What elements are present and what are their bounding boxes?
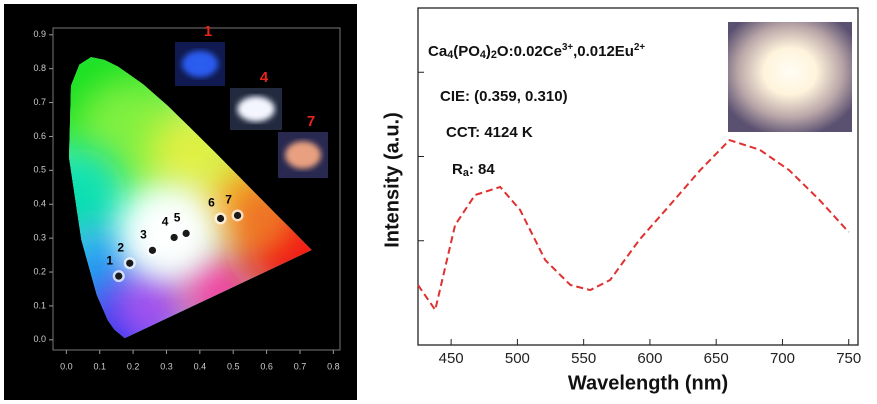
annotation: Ca4(PO4)2O:0.02Ce3+,0.012Eu2+	[428, 42, 645, 61]
sample-label: 4	[260, 69, 269, 86]
y-tick-label: 0.3	[33, 233, 46, 243]
led-photo	[728, 22, 852, 132]
x-tick-label: 600	[637, 350, 662, 367]
y-tick-label: 0.1	[33, 300, 46, 310]
annotation: CCT: 4124 K	[446, 124, 533, 141]
sample-powder	[182, 51, 218, 77]
text-part: CIE: (0.359, 0.310)	[440, 88, 568, 105]
data-point	[217, 215, 224, 222]
y-tick-label: 0.0	[33, 334, 46, 344]
x-tick-label: 500	[505, 350, 530, 367]
text-part: 7	[307, 113, 315, 130]
sample-label: 7	[307, 113, 315, 130]
y-tick-label: 0.6	[33, 131, 46, 141]
x-tick-label: 0.8	[327, 361, 340, 371]
x-tick-label: 0.3	[160, 361, 173, 371]
sample-powder	[285, 141, 321, 169]
text-part: CCT: 4124 K	[446, 124, 533, 141]
point-label: 4	[162, 215, 169, 229]
data-point	[126, 260, 133, 267]
x-tick-label: 0.4	[194, 361, 207, 371]
annotation: Ra: 84	[452, 161, 495, 179]
text-part: ,0.012Eu	[573, 43, 634, 60]
y-tick-label: 0.8	[33, 63, 46, 73]
y-tick-label: 0.5	[33, 165, 46, 175]
gamut-color	[130, 208, 190, 268]
x-tick-label: 0.0	[60, 361, 73, 371]
point-label: 2	[117, 240, 124, 254]
text-part: 4	[260, 69, 269, 86]
x-tick-label: 0.1	[93, 361, 106, 371]
x-tick-label: 450	[439, 350, 464, 367]
data-point	[171, 234, 178, 241]
data-point	[149, 247, 156, 254]
data-point	[183, 230, 190, 237]
point-label: 1	[106, 253, 113, 267]
data-point	[234, 212, 241, 219]
x-tick-label: 0.6	[260, 361, 273, 371]
text-part: 2+	[634, 42, 645, 53]
x-tick-label: 0.5	[227, 361, 240, 371]
x-tick-label: 700	[770, 350, 795, 367]
point-label: 7	[225, 193, 232, 207]
text-part: 3+	[562, 42, 573, 53]
sample-powder	[237, 96, 274, 121]
y-axis-title: Intensity (a.u.)	[381, 112, 403, 248]
point-label: 3	[140, 228, 147, 242]
x-axis-title: Wavelength (nm)	[568, 372, 728, 394]
figure: 0.0 0.1 0.2 0.3 0.4 0.5 0.6 0.7 0.8 0.0 0.1 0.2 0.3 0…	[0, 0, 877, 404]
x-tick-label: 0.7	[294, 361, 307, 371]
text-part: R	[452, 161, 463, 178]
y-tick-label: 0.7	[33, 97, 46, 107]
y-tick-label: 0.4	[33, 199, 46, 209]
data-point	[115, 273, 122, 280]
y-tick-label: 0.2	[33, 266, 46, 276]
point-label: 5	[174, 211, 181, 225]
x-tick-label: 750	[836, 350, 861, 367]
point-label: 6	[208, 196, 215, 210]
y-tick-label: 0.9	[33, 29, 46, 39]
sample-label: 1	[204, 23, 212, 40]
text-part: 1	[204, 23, 212, 40]
x-tick-label: 0.2	[127, 361, 140, 371]
annotation: CIE: (0.359, 0.310)	[440, 88, 568, 105]
text-part: : 84	[469, 161, 496, 178]
text-part: O:0.02Ce	[497, 43, 562, 60]
x-tick-label: 650	[704, 350, 729, 367]
text-part: Ca	[428, 43, 448, 60]
x-tick-label: 550	[571, 350, 596, 367]
text-part: (PO	[453, 43, 480, 60]
